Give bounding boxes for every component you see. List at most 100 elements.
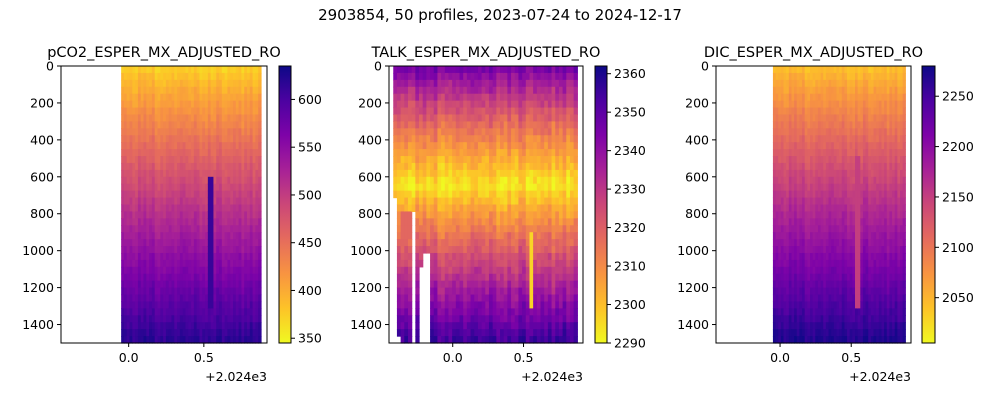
heatmap-cell bbox=[836, 72, 840, 81]
heatmap-cell bbox=[547, 100, 553, 109]
heatmap-cell bbox=[466, 100, 472, 109]
heatmap-cell bbox=[540, 176, 545, 185]
heatmap-cell bbox=[496, 266, 501, 275]
heatmap-cell bbox=[459, 142, 464, 150]
heatmap-cell bbox=[146, 329, 150, 337]
heatmap-cell bbox=[171, 280, 175, 289]
heatmap-cell bbox=[252, 239, 256, 247]
heatmap-cell bbox=[182, 100, 187, 109]
heatmap-cell bbox=[525, 204, 531, 213]
heatmap-cell bbox=[396, 162, 402, 171]
heatmap-cell bbox=[199, 162, 203, 171]
heatmap-cell bbox=[188, 232, 192, 240]
heatmap-cell bbox=[437, 315, 442, 323]
heatmap-cell bbox=[149, 135, 153, 143]
heatmap-cell bbox=[140, 252, 145, 261]
heatmap-cell bbox=[492, 211, 497, 219]
heatmap-cell bbox=[463, 218, 468, 226]
heatmap-cell bbox=[441, 259, 446, 268]
heatmap-cell bbox=[820, 239, 824, 247]
heatmap-cell bbox=[452, 183, 457, 192]
heatmap-cell bbox=[433, 329, 439, 337]
heatmap-cell bbox=[121, 197, 125, 206]
heatmap-cell bbox=[132, 183, 136, 192]
heatmap-cell bbox=[123, 287, 128, 296]
heatmap-cell bbox=[171, 336, 175, 344]
heatmap-cell bbox=[168, 336, 173, 344]
heatmap-cell bbox=[562, 294, 567, 303]
heatmap-cell bbox=[230, 266, 234, 275]
heatmap-cell bbox=[191, 93, 195, 102]
heatmap-cell bbox=[199, 322, 203, 330]
heatmap-cell bbox=[836, 66, 840, 74]
heatmap-cell bbox=[171, 142, 175, 150]
heatmap-cell bbox=[258, 308, 262, 316]
heatmap-cell bbox=[193, 86, 198, 95]
heatmap-cell bbox=[165, 252, 170, 261]
heatmap-cell bbox=[407, 100, 413, 109]
heatmap-cell bbox=[474, 135, 479, 143]
heatmap-cell bbox=[227, 218, 231, 226]
heatmap-cell bbox=[522, 169, 527, 178]
heatmap-cell bbox=[132, 252, 136, 261]
heatmap-cell bbox=[252, 211, 256, 219]
heatmap-cell bbox=[812, 66, 816, 74]
heatmap-cell bbox=[477, 315, 483, 323]
heatmap-cell bbox=[492, 232, 497, 240]
heatmap-cell bbox=[441, 86, 446, 95]
heatmap-cell bbox=[255, 308, 259, 316]
heatmap-cell bbox=[807, 301, 811, 309]
heatmap-cell bbox=[778, 128, 782, 136]
heatmap-cell bbox=[783, 266, 787, 275]
heatmap-cell bbox=[833, 183, 838, 192]
heatmap-cell bbox=[507, 329, 512, 337]
heatmap-cell bbox=[233, 114, 237, 122]
heatmap-cell bbox=[143, 176, 147, 185]
heatmap-cell bbox=[488, 100, 494, 109]
heatmap-cell bbox=[470, 308, 475, 316]
heatmap-cell bbox=[470, 246, 475, 254]
heatmap-cell bbox=[182, 128, 187, 136]
heatmap-cell bbox=[828, 66, 832, 74]
heatmap-cell bbox=[441, 225, 446, 233]
heatmap-cell bbox=[540, 211, 545, 219]
heatmap-cell bbox=[555, 114, 560, 122]
heatmap-cell bbox=[163, 225, 167, 233]
heatmap-cell bbox=[207, 308, 212, 316]
heatmap-cell bbox=[780, 128, 785, 136]
heatmap-cell bbox=[485, 211, 490, 219]
heatmap-cell bbox=[780, 259, 785, 268]
heatmap-cell bbox=[833, 204, 838, 213]
heatmap-cell bbox=[775, 107, 779, 116]
heatmap-cell bbox=[514, 280, 520, 289]
heatmap-cell bbox=[241, 162, 245, 171]
heatmap-cell bbox=[514, 252, 520, 261]
heatmap-cell bbox=[244, 301, 248, 309]
heatmap-cell bbox=[160, 86, 164, 95]
heatmap-cell bbox=[812, 72, 816, 81]
heatmap-cell bbox=[123, 79, 128, 88]
heatmap-cell bbox=[452, 190, 457, 199]
heatmap-cell bbox=[174, 322, 178, 330]
heatmap-cell bbox=[227, 294, 231, 303]
heatmap-cell bbox=[481, 183, 486, 192]
heatmap-cell bbox=[419, 135, 424, 143]
heatmap-cell bbox=[157, 100, 161, 109]
heatmap-cell bbox=[196, 128, 201, 136]
heatmap-cell bbox=[177, 329, 181, 337]
heatmap-cell bbox=[823, 79, 827, 88]
heatmap-cell bbox=[514, 149, 520, 157]
heatmap-cell bbox=[252, 149, 256, 157]
heatmap-cell bbox=[227, 66, 231, 74]
heatmap-cell bbox=[249, 72, 254, 81]
heatmap-cell bbox=[396, 169, 402, 178]
heatmap-cell bbox=[525, 121, 531, 129]
heatmap-cell bbox=[210, 232, 215, 240]
heatmap-cell bbox=[185, 66, 189, 74]
heatmap-cell bbox=[780, 135, 785, 143]
heatmap-cell bbox=[149, 149, 153, 157]
heatmap-cell bbox=[185, 252, 189, 261]
heatmap-cell bbox=[807, 107, 811, 116]
heatmap-cell bbox=[121, 114, 125, 122]
heatmap-cell bbox=[825, 308, 830, 316]
